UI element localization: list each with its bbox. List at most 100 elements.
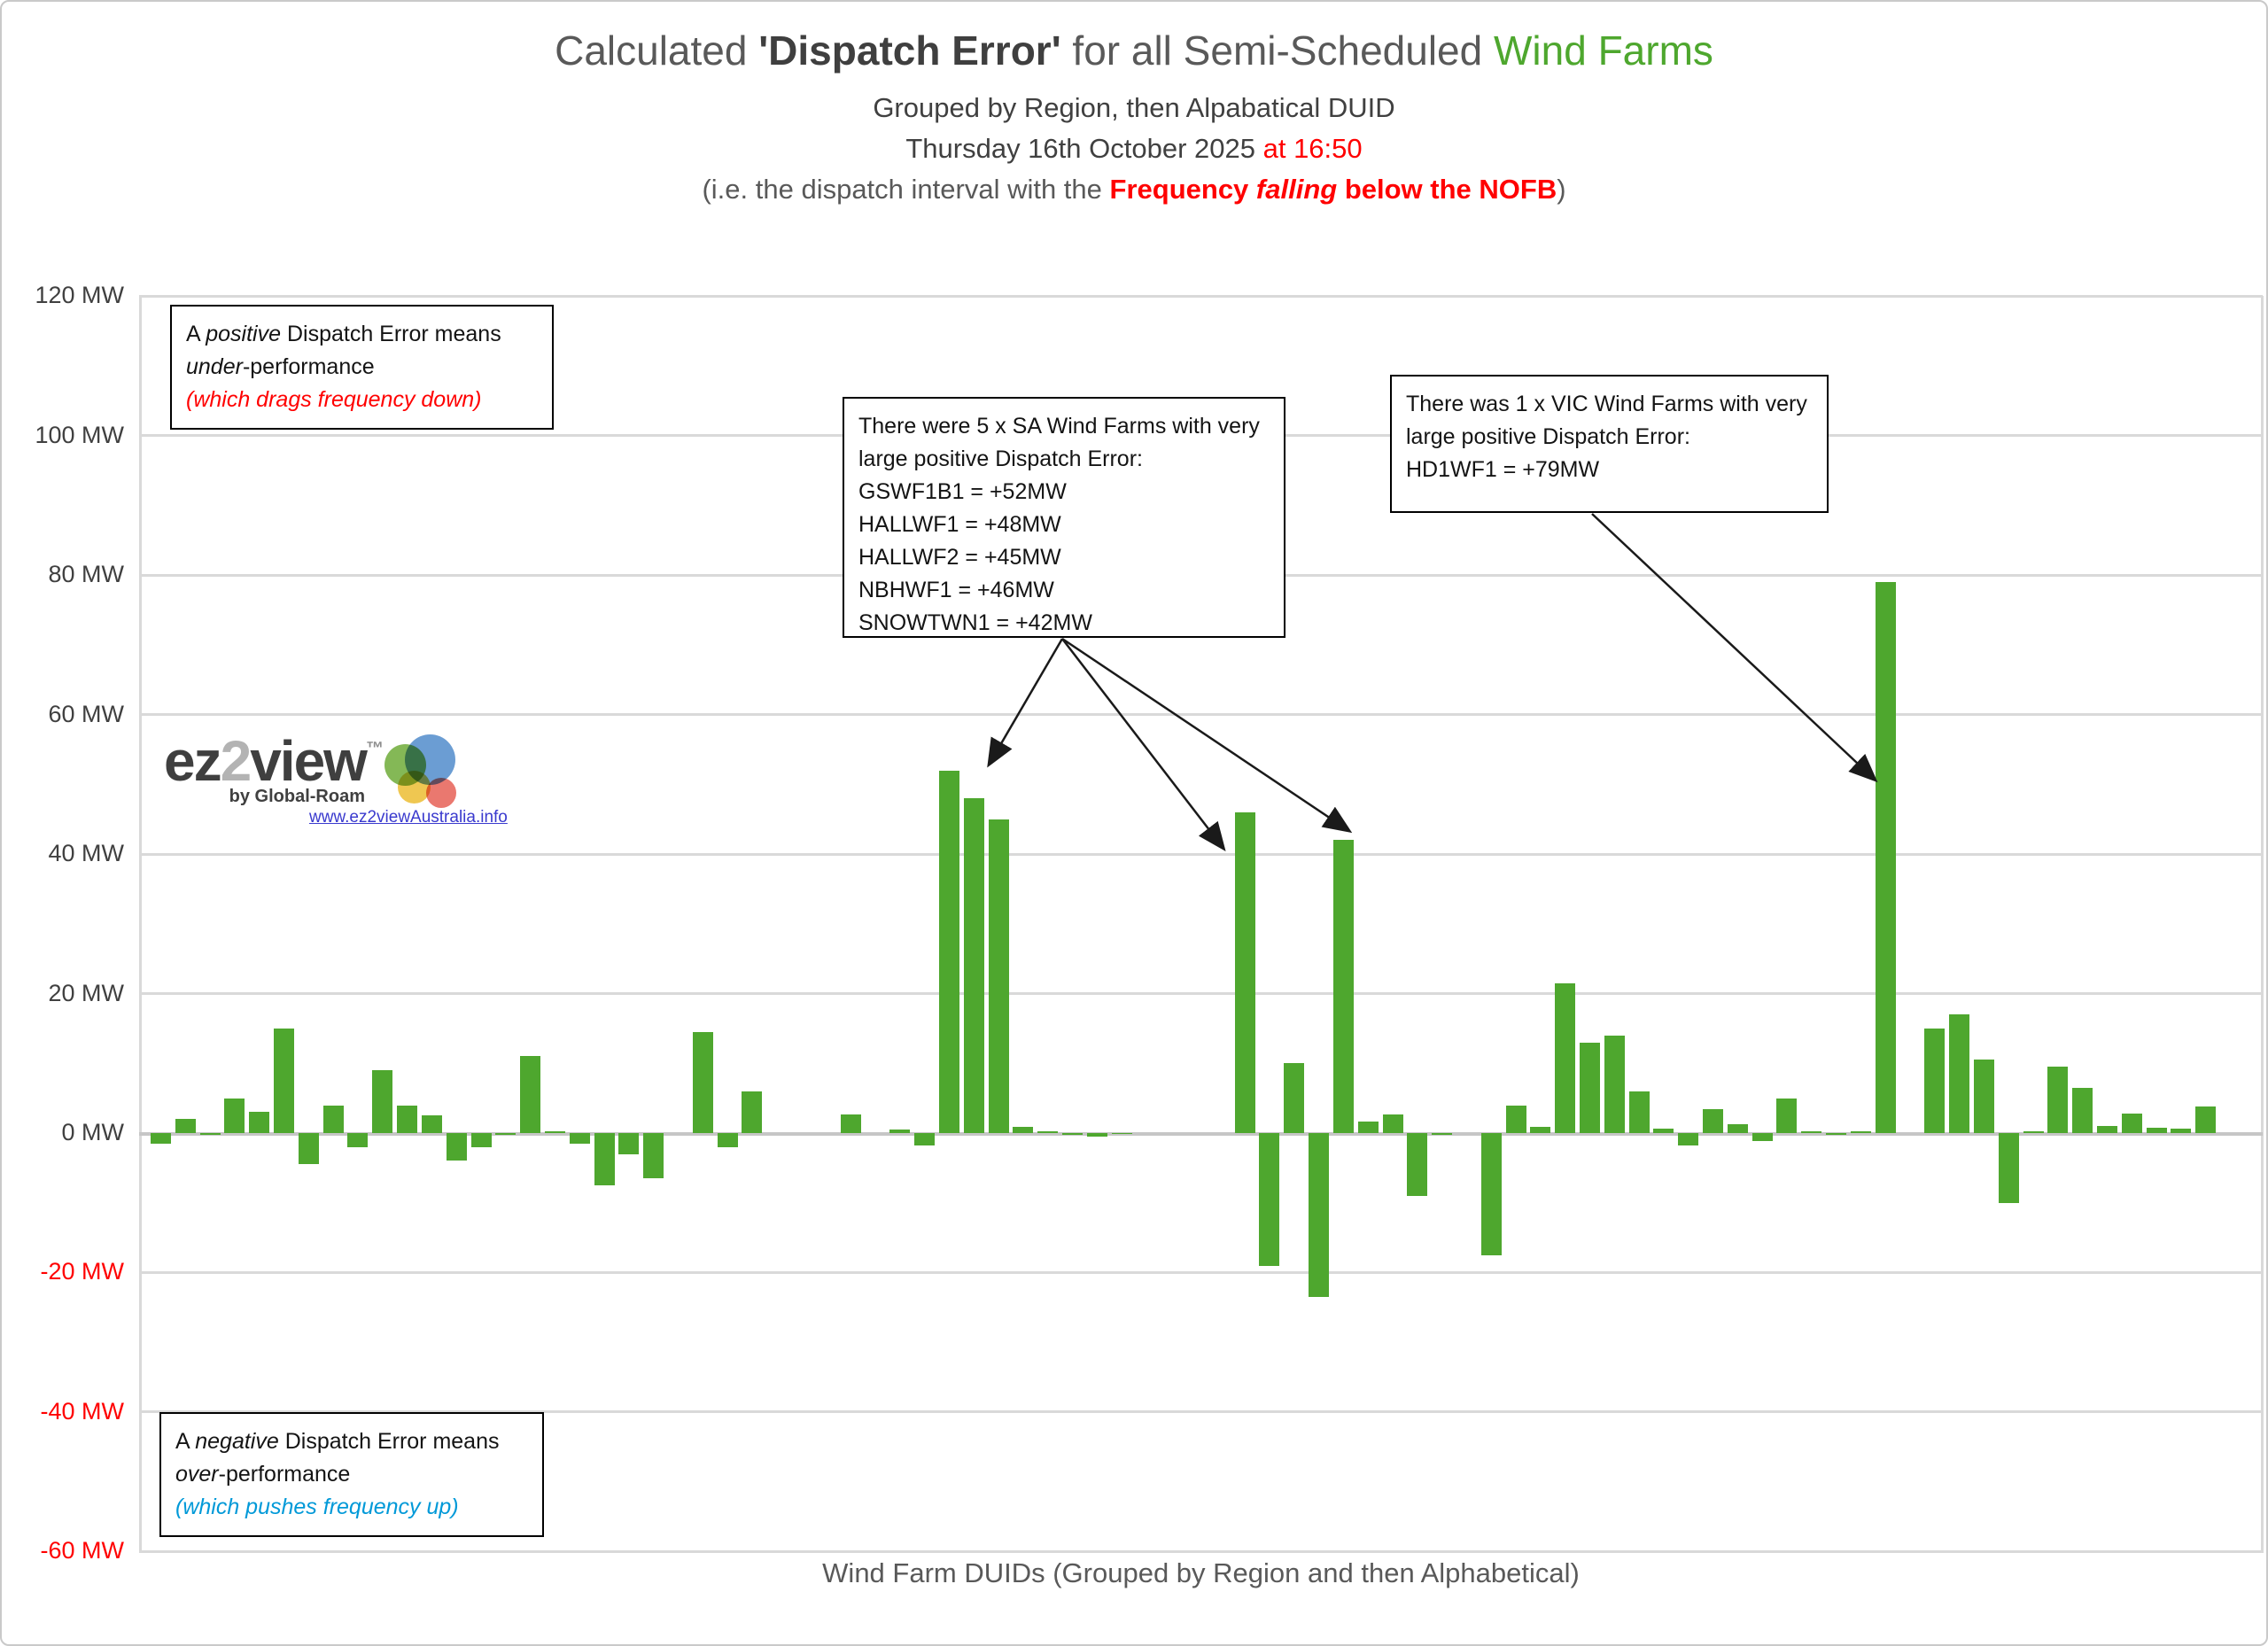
annotation-line: There was 1 x VIC Wind Farms with very <box>1406 392 1807 416</box>
note-nofb: below the NOFB <box>1337 174 1557 205</box>
bar <box>570 1133 590 1144</box>
text-segment-italic: under <box>186 354 243 379</box>
bar <box>1678 1133 1698 1145</box>
text-segment: Dispatch Error means <box>278 1429 500 1454</box>
gridline <box>139 992 2263 996</box>
text-segment: -performance <box>242 354 375 379</box>
bar <box>397 1106 417 1133</box>
bar <box>1924 1029 1945 1133</box>
annotation-line: over-performance <box>175 1458 528 1491</box>
annotation-line-blue: (which pushes frequency up) <box>175 1495 459 1519</box>
bar <box>2047 1067 2068 1133</box>
bar <box>1087 1133 1107 1137</box>
annotation-duid-value: GSWF1B1 = +52MW <box>858 479 1067 504</box>
arrow-to-snowtwn1 <box>1061 637 1353 834</box>
bar <box>224 1099 245 1133</box>
bar <box>323 1106 344 1133</box>
title-prefix: Calculated <box>555 27 759 74</box>
bar <box>1653 1129 1674 1133</box>
bar <box>1776 1099 1797 1133</box>
bar <box>1309 1133 1329 1297</box>
note-frequency: Frequency <box>1109 174 1256 205</box>
annotation-line: large positive Dispatch Error: <box>858 446 1143 471</box>
y-axis-tick-label: -40 MW <box>40 1397 125 1425</box>
bar <box>1629 1091 1650 1133</box>
bar <box>347 1133 368 1147</box>
gridline <box>139 1270 2263 1274</box>
y-axis-tick-label: 120 MW <box>35 282 124 309</box>
bar <box>841 1114 861 1133</box>
arrow-to-hd1wf1 <box>1591 513 1878 783</box>
y-axis-tick-label: 100 MW <box>35 421 124 448</box>
y-axis-tick-label: 80 MW <box>48 561 124 588</box>
bar <box>1235 812 1255 1133</box>
annotation-duid-value: HALLWF1 = +48MW <box>858 512 1061 537</box>
bar <box>1974 1060 1994 1133</box>
bar <box>545 1131 565 1133</box>
ez2view-australia-link[interactable]: www.ez2viewAustralia.info <box>309 808 508 827</box>
date-text: Thursday 16th October 2025 <box>905 133 1255 164</box>
bar <box>249 1112 269 1133</box>
gridline <box>139 1549 2263 1553</box>
bar <box>1062 1133 1083 1135</box>
bar <box>520 1056 540 1133</box>
bar <box>1013 1127 1033 1133</box>
bar <box>175 1119 196 1133</box>
annotation-duid-value: HALLWF2 = +45MW <box>858 545 1061 570</box>
annotation-positive-error: A positive Dispatch Error means under-pe… <box>170 305 554 430</box>
bar <box>372 1070 392 1133</box>
bar <box>2195 1106 2216 1133</box>
annotation-line: There were 5 x SA Wind Farms with very <box>858 414 1260 439</box>
bar <box>618 1133 639 1154</box>
logo-byline: by Global-Roam <box>229 787 365 806</box>
gridline <box>139 294 2263 298</box>
bar <box>1530 1127 1550 1133</box>
x-axis-label: Wind Farm DUIDs (Grouped by Region and t… <box>822 1557 1580 1588</box>
y-axis-tick-label: 60 MW <box>48 700 124 727</box>
text-segment: Dispatch Error means <box>281 322 501 346</box>
bar <box>2023 1131 2044 1133</box>
annotation-line: large positive Dispatch Error: <box>1406 424 1690 449</box>
title-wind-farms: Wind Farms <box>1494 27 1713 74</box>
bar <box>1580 1043 1600 1133</box>
bar <box>2072 1088 2093 1133</box>
bar <box>2122 1114 2142 1133</box>
bar <box>643 1133 664 1178</box>
logo-circle-red-icon <box>426 778 456 808</box>
subtitle-note: (i.e. the dispatch interval with the Fre… <box>2 174 2266 206</box>
bar <box>989 819 1009 1133</box>
bar <box>1752 1133 1773 1141</box>
logo-ez: ez <box>164 729 222 793</box>
annotation-duid-value: NBHWF1 = +46MW <box>858 578 1054 602</box>
text-segment-italic: over <box>175 1462 219 1487</box>
text-segment-italic: positive <box>206 322 282 346</box>
bar <box>1037 1131 1058 1133</box>
arrow-to-nbhwf1 <box>1061 638 1226 851</box>
y-axis-tick-label: -60 MW <box>40 1537 125 1564</box>
logo-view: view <box>250 729 368 793</box>
text-segment: -performance <box>218 1462 351 1487</box>
bar <box>2097 1126 2117 1133</box>
title-dispatch-error: 'Dispatch Error' <box>758 27 1061 74</box>
bar <box>495 1133 516 1135</box>
y-axis-tick-label: 40 MW <box>48 840 124 867</box>
note-close-paren: ) <box>1557 174 1566 205</box>
annotation-line: A negative Dispatch Error means <box>175 1425 528 1458</box>
title-middle: for all Semi-Scheduled <box>1060 27 1494 74</box>
bar <box>1432 1133 1452 1135</box>
bar <box>200 1133 221 1135</box>
annotation-duid-value: HD1WF1 = +79MW <box>1406 457 1600 482</box>
bar <box>1383 1114 1403 1133</box>
bar <box>299 1133 319 1164</box>
text-segment: A <box>175 1429 196 1454</box>
bar <box>1506 1106 1526 1133</box>
gridline <box>139 1410 2263 1414</box>
subtitle-date: Thursday 16th October 2025 at 16:50 <box>2 133 2266 165</box>
bar <box>1728 1124 1748 1133</box>
bar <box>1481 1133 1502 1255</box>
bar <box>1112 1133 1132 1134</box>
y-axis-line <box>139 296 142 1553</box>
logo-wordmark: ez2view™ <box>164 728 384 794</box>
bar <box>1851 1131 1871 1133</box>
